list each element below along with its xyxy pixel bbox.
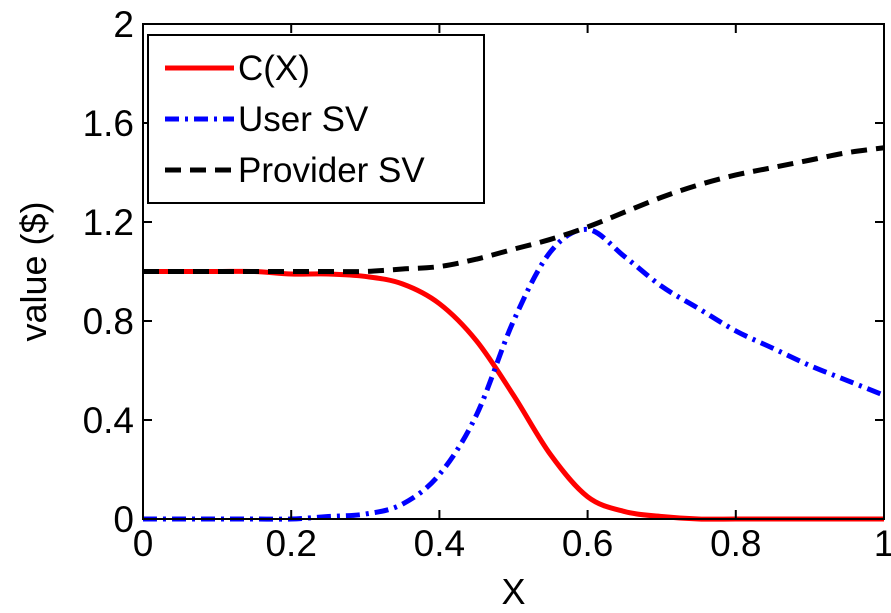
legend-label-2: Provider SV [238, 151, 425, 190]
legend: C(X) User SV Provider SV [147, 34, 485, 204]
legend-label-1: User SV [238, 100, 369, 139]
y-tick-label: 1.2 [83, 202, 134, 243]
x-tick-label: 0.2 [265, 523, 316, 564]
x-tick-label: 0.8 [710, 523, 761, 564]
x-tick-label: 0.4 [414, 523, 465, 564]
series-line-0 [142, 268, 884, 522]
axes-ticks: 0 0.2 0.4 0.6 0.8 1 0 0.4 0.8 1.2 1.6 2 [83, 4, 891, 564]
y-tick-label: 0.4 [83, 400, 134, 441]
y-tick-label: 2 [113, 4, 134, 45]
x-axis-title: X [501, 571, 525, 612]
y-tick-label: 0 [113, 499, 134, 540]
x-tick-label: 0 [133, 523, 154, 564]
legend-label-0: C(X) [238, 49, 310, 88]
y-axis-title: value ($) [13, 201, 54, 341]
x-tick-label: 1 [874, 523, 891, 564]
x-tick-label: 0.6 [562, 523, 613, 564]
y-tick-label: 0.8 [83, 301, 134, 342]
y-tick-label: 1.6 [83, 103, 134, 144]
plot-frame [142, 23, 885, 520]
series-line-2 [142, 145, 885, 275]
